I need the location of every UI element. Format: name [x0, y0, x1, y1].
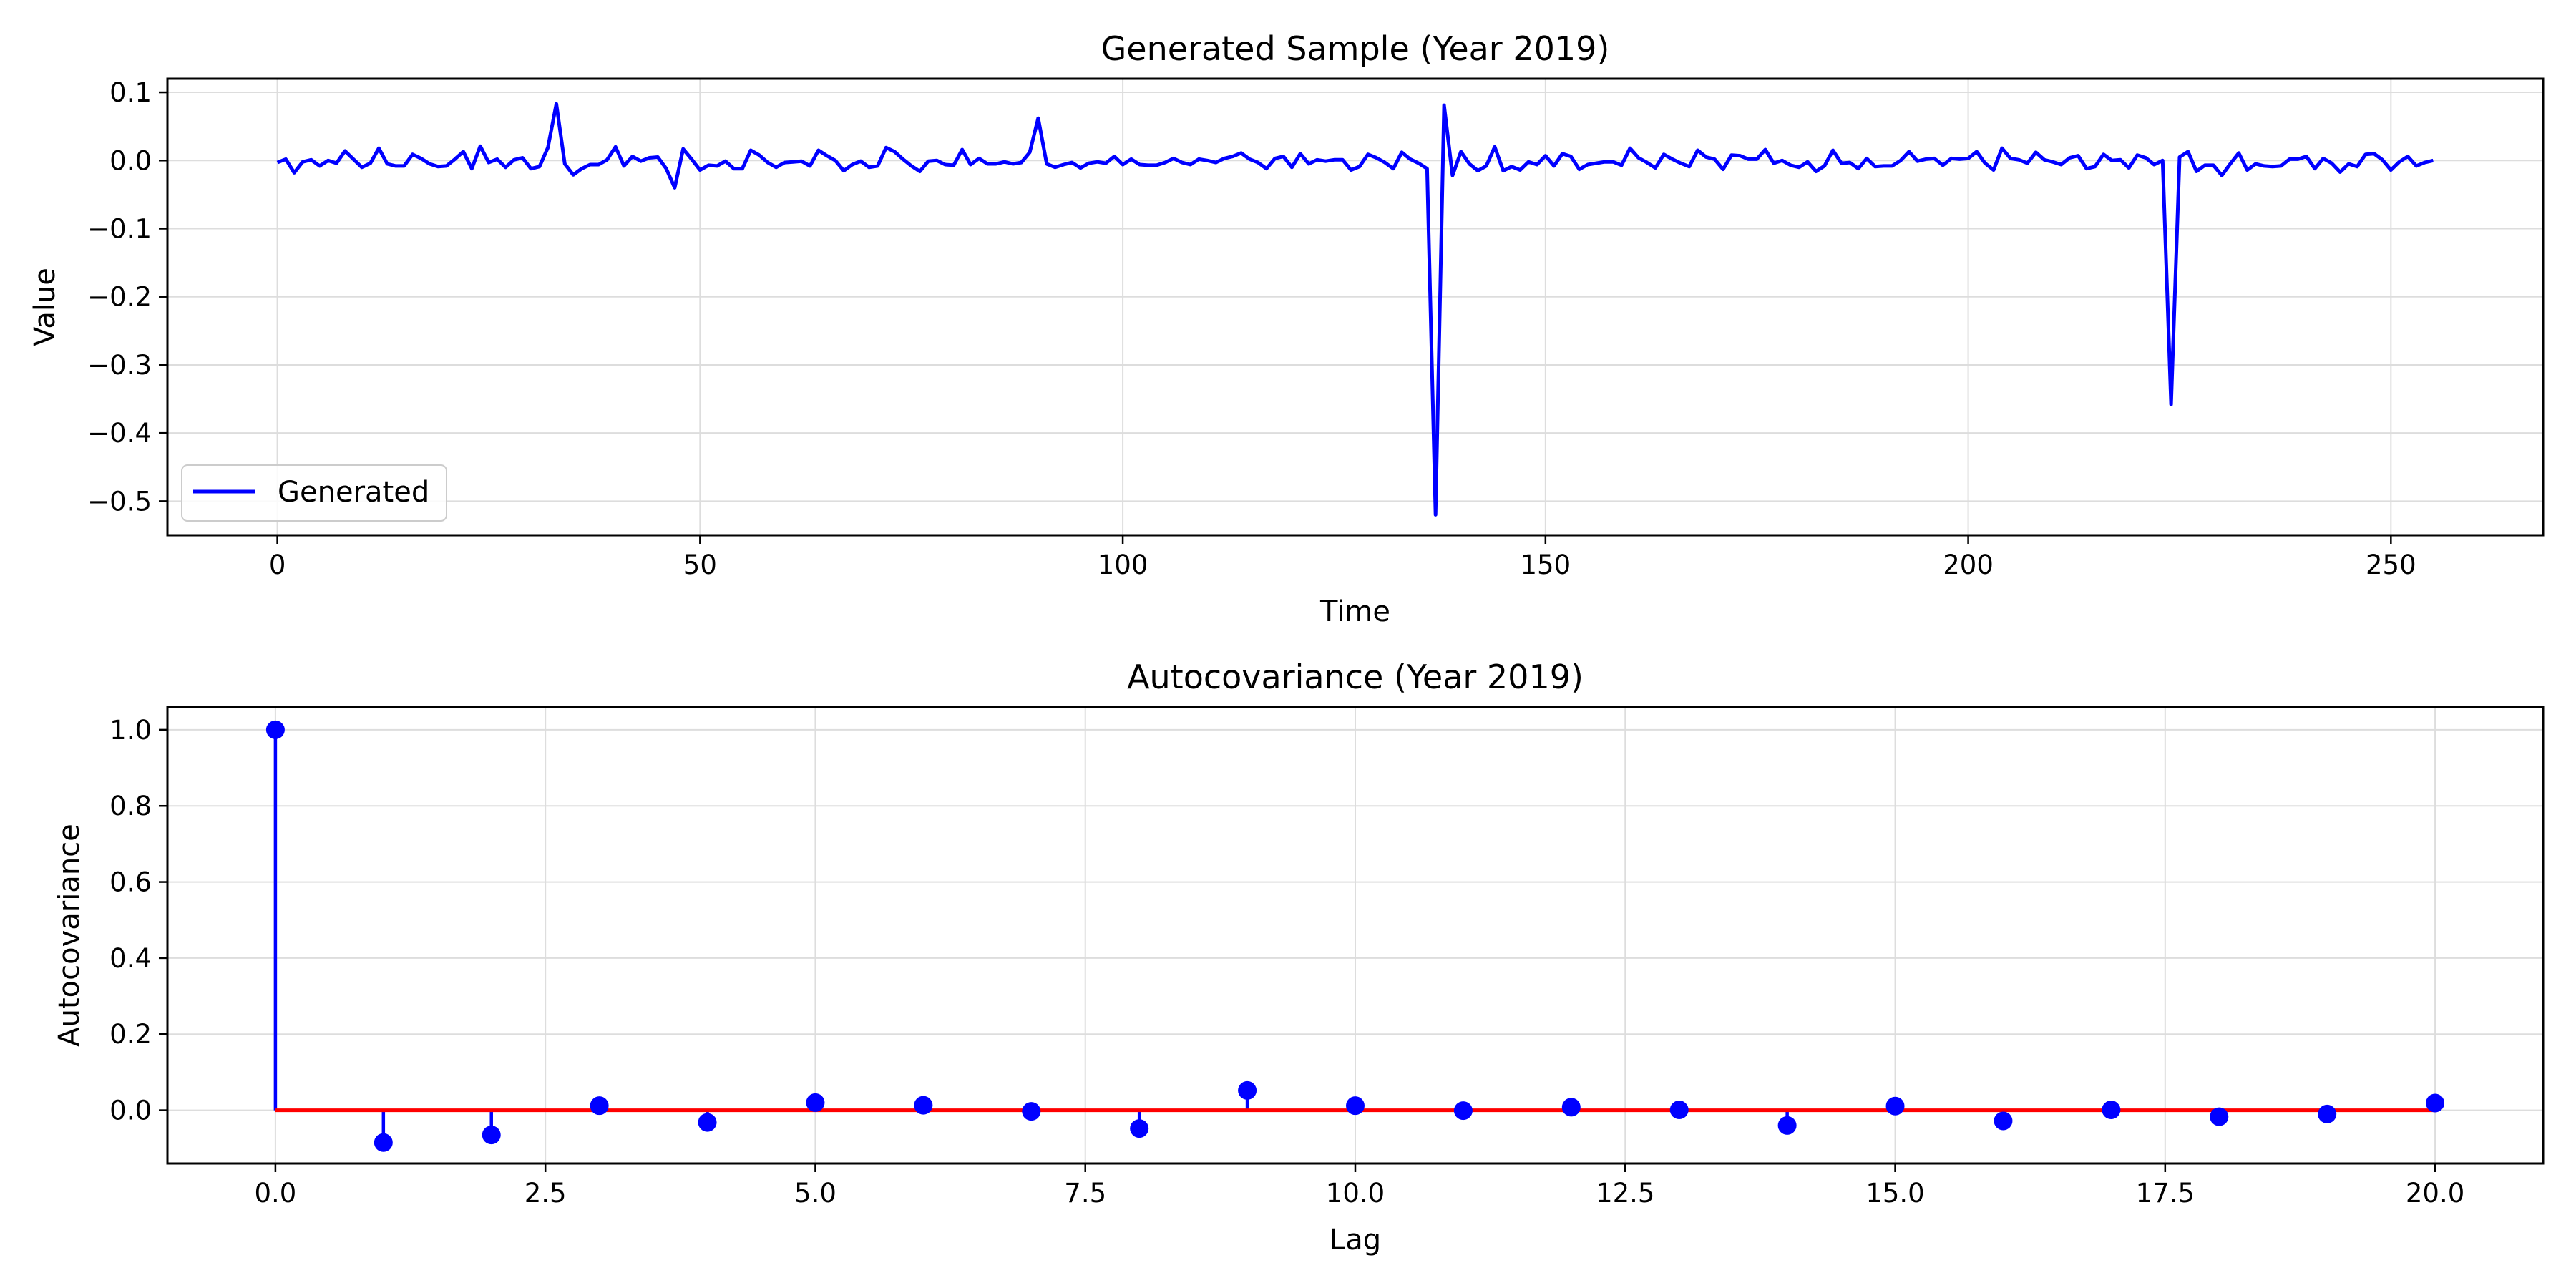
x-tick-label: 12.5	[1596, 1178, 1654, 1209]
y-tick-label: −0.2	[87, 282, 152, 313]
stem-marker	[1453, 1101, 1473, 1121]
top-axes-frame	[166, 77, 2545, 537]
bottom-x-ticks: 0.0 2.5 5.0 7.5 10.0 12.5 15.0 17.5 20.0	[254, 1163, 2464, 1209]
y-tick-label: −0.5	[87, 486, 152, 517]
stem-marker	[1777, 1116, 1797, 1135]
stem-marker	[265, 720, 285, 739]
stem-marker	[590, 1096, 609, 1116]
generated-sample-chart: 0 50 100 150 200 250 0.1 0.0 −0.1 −0.2 −0.3 −0.4 −0…	[29, 29, 2545, 628]
x-tick-label: 0	[269, 550, 286, 580]
stem-marker	[1669, 1101, 1689, 1120]
stem-marker	[482, 1126, 501, 1145]
y-tick-label: 0.8	[109, 791, 152, 821]
stem-marker	[914, 1096, 933, 1115]
top-chart-title: Generated Sample (Year 2019)	[1101, 29, 1610, 68]
top-plot-area	[276, 102, 2434, 517]
stem-marker	[2426, 1093, 2445, 1113]
x-tick-label: 17.5	[2136, 1178, 2195, 1209]
stem-marker	[1346, 1096, 1365, 1116]
y-tick-label: 0.0	[109, 145, 152, 176]
bottom-y-axis-label: Autocovariance	[53, 824, 86, 1047]
x-tick-label: 150	[1521, 550, 1571, 580]
stem-marker	[1238, 1080, 1257, 1100]
y-tick-label: 0.4	[109, 943, 152, 974]
legend-box	[181, 464, 447, 522]
x-tick-label: 10.0	[1326, 1178, 1385, 1209]
bottom-chart-title: Autocovariance (Year 2019)	[1127, 658, 1584, 696]
top-legend: Generated	[181, 464, 447, 522]
top-x-axis-label: Time	[1319, 595, 1390, 628]
y-tick-label: −0.4	[87, 418, 152, 449]
x-tick-label: 200	[1943, 550, 1994, 580]
autocovariance-chart: 0.0 2.5 5.0 7.5 10.0 12.5 15.0 17.5 20.0 1.0 0.8 0…	[53, 658, 2545, 1257]
x-tick-label: 0.0	[254, 1178, 296, 1209]
top-y-axis-label: Value	[29, 268, 62, 346]
stem-marker	[1994, 1111, 2013, 1131]
y-tick-label: 0.1	[109, 77, 152, 108]
y-tick-label: 0.6	[109, 867, 152, 898]
top-grid	[167, 79, 2543, 535]
bottom-y-ticks: 1.0 0.8 0.6 0.4 0.2 0.0	[109, 715, 167, 1126]
x-tick-label: 100	[1098, 550, 1148, 580]
x-tick-label: 250	[2366, 550, 2416, 580]
y-tick-label: 0.2	[109, 1019, 152, 1050]
top-x-ticks: 0 50 100 150 200 250	[269, 535, 2416, 580]
x-tick-label: 20.0	[2406, 1178, 2464, 1209]
x-tick-label: 50	[683, 550, 717, 580]
x-tick-label: 15.0	[1865, 1178, 1924, 1209]
stem-marker	[374, 1133, 393, 1152]
y-tick-label: 0.0	[109, 1096, 152, 1126]
stem-marker	[2102, 1101, 2121, 1120]
top-y-ticks: 0.1 0.0 −0.1 −0.2 −0.3 −0.4 −0.5	[87, 77, 167, 517]
y-tick-label: −0.3	[87, 350, 152, 381]
stem-marker	[1561, 1098, 1581, 1117]
legend-label: Generated	[278, 476, 429, 509]
stem-marker	[806, 1093, 825, 1112]
y-tick-label: 1.0	[109, 715, 152, 746]
stem-marker	[1885, 1096, 1905, 1116]
series-line-generated	[276, 102, 2434, 517]
bottom-axes-frame	[166, 706, 2545, 1165]
stem-marker	[698, 1113, 717, 1132]
x-tick-label: 5.0	[794, 1178, 836, 1209]
stem-marker	[1130, 1119, 1149, 1138]
bottom-x-axis-label: Lag	[1330, 1224, 1381, 1257]
x-tick-label: 2.5	[525, 1178, 567, 1209]
bottom-plot-area	[265, 720, 2445, 1152]
stem-marker	[1022, 1102, 1041, 1121]
stem-marker	[2318, 1104, 2337, 1123]
stem-marker	[2210, 1107, 2229, 1126]
y-tick-label: −0.1	[87, 213, 152, 244]
x-tick-label: 7.5	[1064, 1178, 1106, 1209]
